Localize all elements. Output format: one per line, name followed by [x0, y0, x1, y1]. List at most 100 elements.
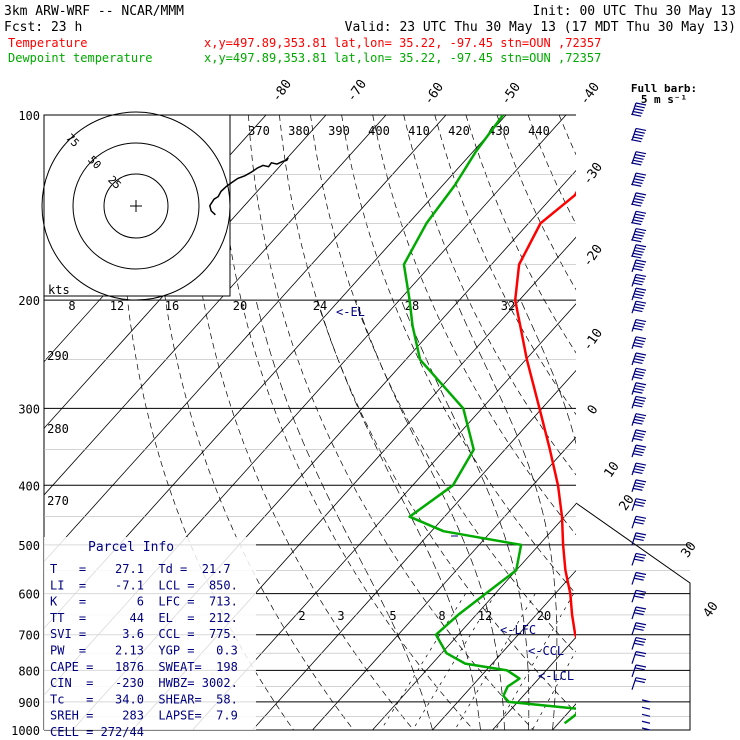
wind-barb-flag: [634, 355, 645, 359]
wind-barb-flag: [631, 162, 642, 166]
wind-barb-flag: [634, 213, 645, 217]
wind-barb-flag: [631, 183, 642, 187]
wind-barb-flag: [635, 532, 647, 536]
hodograph-axis-label: 28: [405, 299, 419, 313]
wind-barb-flag: [632, 487, 643, 491]
isotherm-line: [312, 436, 576, 730]
temperature-label: 30: [678, 539, 699, 560]
wind-barb-flag: [635, 479, 647, 483]
wind-barb-flag: [633, 279, 644, 283]
mixing-ratio-line: [454, 593, 536, 730]
wind-barb-flag: [635, 227, 647, 232]
wind-barb-flag: [634, 574, 645, 578]
isotherm-line: [372, 503, 576, 730]
wind-barb-flag: [634, 679, 645, 684]
wind-barb-flag: [633, 216, 644, 220]
wind-barb-flag: [633, 197, 644, 202]
pressure-label: 300: [18, 402, 40, 416]
hodograph-axis-label: 24: [313, 299, 327, 313]
wind-barb-flag: [632, 295, 643, 300]
wind-barb-flag: [634, 384, 645, 389]
wind-barb-flag: [635, 606, 647, 610]
legend-temperature-info: x,y=497.89,353.81 lat,lon= 35.22, -97.45…: [204, 36, 601, 50]
wind-barb-flag: [633, 156, 644, 160]
mixing-ratio-line: [495, 593, 575, 730]
dry-adiabat: [652, 115, 740, 730]
wind-barb-flag: [634, 398, 645, 402]
theta-label-low: 270: [47, 494, 69, 508]
wind-barb-flag: [633, 627, 644, 631]
moist-adiabat: [317, 299, 481, 730]
dry-adiabat: [683, 115, 740, 730]
wind-barb-flag: [632, 344, 643, 348]
wind-barb-flag: [635, 287, 647, 291]
wind-barb-flag: [632, 136, 643, 140]
isotherm-line: [552, 703, 576, 730]
wind-barb: [641, 713, 651, 717]
wind-barb-flag: [634, 339, 645, 343]
wind-barb-flag: [632, 376, 643, 380]
wind-barb-flag: [634, 535, 645, 539]
wind-barb-flag: [633, 178, 644, 182]
theta-label: 390: [328, 124, 350, 138]
wind-barb-flag: [633, 595, 644, 599]
hodograph-axis-label: 12: [110, 299, 124, 313]
wind-barb-flag: [632, 390, 643, 394]
wind-barb-flag: [631, 139, 642, 143]
wind-barb: [631, 664, 637, 678]
wind-barb-flag: [633, 233, 644, 237]
wind-barb-flag: [634, 246, 645, 251]
wind-barb-flag: [633, 293, 644, 297]
wind-barb-flag: [632, 180, 643, 185]
wind-barb-flag: [633, 642, 644, 646]
dry-adiabat: [341, 115, 576, 595]
dewpoint-trace: [402, 115, 576, 725]
wind-barb-flag: [635, 319, 647, 323]
wind-barb-flag: [635, 273, 647, 278]
barb-key-label-1: Full barb:: [631, 82, 697, 95]
parcel-info-row: LI = -7.1 LCL = 850.: [50, 578, 238, 592]
hodograph-ring: [103, 173, 169, 239]
dry-adiabat: [496, 115, 576, 291]
theta-label: 420: [448, 124, 470, 138]
parcel-info-row: CAPE = 1876 SWEAT= 198: [50, 660, 238, 674]
level-marker: <-EL: [336, 305, 365, 319]
temperature-label: -40: [577, 80, 603, 108]
wind-barb: [641, 706, 651, 710]
temperature-label: 40: [700, 599, 721, 620]
mixing-ratio-label: 8: [438, 609, 445, 623]
wind-barb-flag: [633, 468, 644, 472]
level-marker: <-CCL: [528, 644, 564, 658]
dry-adiabat: [372, 115, 576, 536]
temperature-label: -20: [580, 242, 606, 270]
wind-barb-flag: [634, 130, 645, 134]
wind-barb-flag: [632, 252, 643, 256]
wind-barb-flag: [635, 127, 647, 132]
wind-barb-flag: [632, 404, 643, 408]
mixing-ratio-label: 5: [389, 609, 396, 623]
parcel-info-row: T = 27.1 Td = 21.7: [50, 562, 231, 576]
wind-barb-flag: [634, 415, 645, 420]
pressure-label: 100: [18, 109, 40, 123]
hodograph-ring: [41, 111, 231, 301]
wind-barb-flag: [634, 592, 645, 596]
wind-barb-flag: [635, 444, 647, 448]
theta-label: 440: [528, 124, 550, 138]
wind-barb-flag: [633, 324, 644, 328]
hodograph-unit: kts: [48, 283, 70, 297]
pressure-label: 200: [18, 294, 40, 308]
parcel-info-row: SREH = 283 LAPSE= 7.9: [50, 709, 238, 723]
wind-barb-flag: [635, 244, 647, 248]
wind-barb-flag: [633, 484, 644, 489]
wind-barb-flag: [634, 262, 645, 266]
wind-barb-flag: [634, 370, 645, 374]
hodograph-axis-label: 8: [68, 299, 75, 313]
forecast-hour: Fcst: 23 h: [4, 20, 82, 35]
wind-barb-flag: [633, 450, 644, 454]
temperature-label: -30: [580, 160, 606, 188]
wind-barb-flag: [633, 521, 644, 525]
isotherm-line: [432, 569, 576, 730]
wind-barb-flag: [635, 382, 647, 386]
wind-barb-flag: [632, 200, 643, 204]
